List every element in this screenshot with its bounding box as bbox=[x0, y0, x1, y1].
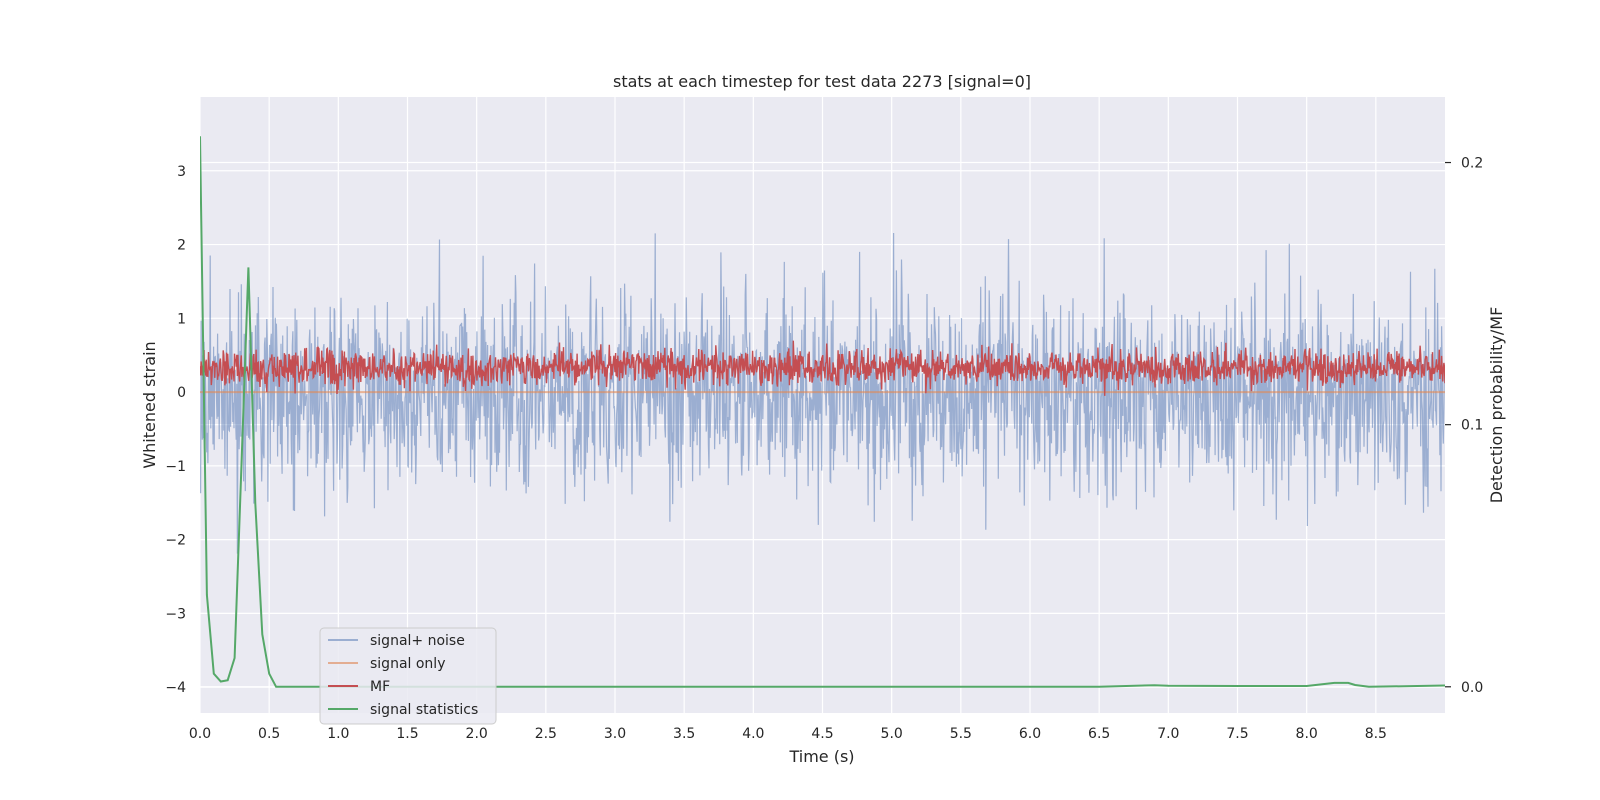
x-tick-label: 8.5 bbox=[1365, 726, 1387, 742]
x-tick-label: 6.5 bbox=[1088, 726, 1110, 742]
x-tick-label: 0.0 bbox=[189, 726, 211, 742]
y2-tick-label: 0.0 bbox=[1461, 680, 1483, 696]
x-tick-label: 1.0 bbox=[327, 726, 349, 742]
y-tick-label: 0 bbox=[177, 385, 186, 401]
x-tick-label: 2.0 bbox=[466, 726, 488, 742]
y-axis-title: Whitened strain bbox=[140, 341, 159, 468]
x-tick-label: 8.0 bbox=[1296, 726, 1318, 742]
x-tick-label: 2.5 bbox=[535, 726, 557, 742]
legend: signal+ noise signal only MF signal stat… bbox=[319, 627, 497, 725]
y-tick-label: −3 bbox=[165, 606, 186, 622]
y-tick-label: 1 bbox=[177, 311, 186, 327]
y-tick-label: 2 bbox=[177, 238, 186, 254]
x-tick-label: 5.0 bbox=[881, 726, 903, 742]
y-tick-label: −1 bbox=[165, 459, 186, 475]
legend-label-stats: signal statistics bbox=[370, 702, 478, 718]
x-tick-label: 7.5 bbox=[1226, 726, 1248, 742]
y2-tick-label: 0.2 bbox=[1461, 156, 1483, 172]
chart-title: stats at each timestep for test data 227… bbox=[613, 72, 1031, 91]
tick-labels: 0.0 0.5 1.0 1.5 2.0 2.5 3.0 3.5 4.0 4.5 5.0 5.5 6.0 6… bbox=[165, 156, 1483, 742]
legend-label-mf: MF bbox=[370, 679, 390, 695]
grid bbox=[199, 97, 1445, 713]
x-tick-label: 3.0 bbox=[604, 726, 626, 742]
legend-box bbox=[319, 627, 497, 725]
series-line-mf bbox=[200, 340, 1445, 396]
x-tick-label: 4.0 bbox=[742, 726, 764, 742]
y2-tick-label: 0.1 bbox=[1461, 418, 1483, 434]
x-tick-label: 0.5 bbox=[258, 726, 280, 742]
y2-axis-title: Detection probability/MF bbox=[1487, 307, 1506, 504]
y-tick-label: −2 bbox=[165, 533, 186, 549]
x-tick-label: 5.5 bbox=[950, 726, 972, 742]
x-tick-label: 4.5 bbox=[811, 726, 833, 742]
x-tick-label: 3.5 bbox=[673, 726, 695, 742]
x-axis-title: Time (s) bbox=[788, 747, 854, 766]
x-tick-label: 1.5 bbox=[396, 726, 418, 742]
y-tick-label: −4 bbox=[165, 680, 186, 696]
x-tick-label: 7.0 bbox=[1157, 726, 1179, 742]
y-tick-label: 3 bbox=[177, 164, 186, 180]
x-tick-label: 6.0 bbox=[1019, 726, 1041, 742]
legend-label-noise: signal+ noise bbox=[370, 633, 465, 649]
legend-label-signal-only: signal only bbox=[370, 656, 445, 672]
